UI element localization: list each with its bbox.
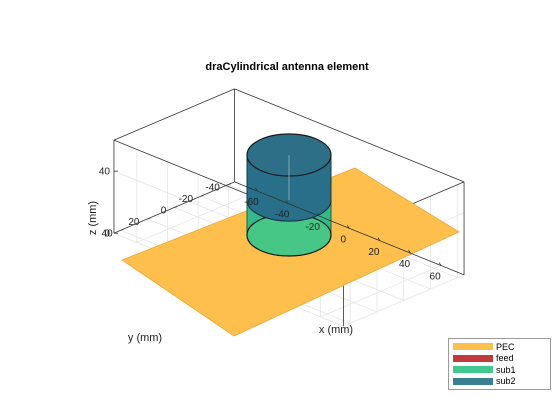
z-axis-label: z (mm) xyxy=(87,201,99,235)
z-tick-label: 0 xyxy=(104,229,110,240)
legend-swatch xyxy=(453,377,493,385)
x-tick-label: 60 xyxy=(430,272,442,283)
x-tick-label: -40 xyxy=(275,210,290,221)
legend-item-sub1: sub1 xyxy=(453,364,546,376)
legend-swatch xyxy=(453,366,493,374)
z-axis-ticks: 040 xyxy=(99,167,118,240)
y-tick-label: 40 xyxy=(102,228,114,239)
legend-label: PEC xyxy=(496,341,515,352)
y-tick-label: -40 xyxy=(205,183,220,194)
y-axis-label: y (mm) xyxy=(128,332,162,344)
legend-swatch xyxy=(453,354,493,362)
x-axis-label: x (mm) xyxy=(319,324,353,336)
x-tick-label: 0 xyxy=(341,234,347,245)
legend-item-pec: PEC xyxy=(453,341,546,353)
z-tick-label: 40 xyxy=(99,167,111,178)
x-tick-label: -60 xyxy=(244,197,259,208)
y-tick-label: 20 xyxy=(128,217,140,228)
legend-label: sub1 xyxy=(496,364,516,375)
y-tick-label: -20 xyxy=(179,194,194,205)
x-tick-label: 20 xyxy=(368,247,380,258)
y-axis-ticks: -40 -20 0 20 40 xyxy=(102,183,231,239)
chart-title: draCylindrical antenna element xyxy=(205,61,369,73)
sub2-cylinder xyxy=(246,133,332,222)
x-tick-label: -20 xyxy=(305,222,320,233)
x-tick-label: 40 xyxy=(399,259,411,270)
legend-label: sub2 xyxy=(496,376,516,387)
x-axis-ticks: -60 -40 -20 0 20 40 60 xyxy=(244,187,442,283)
legend-item-sub2: sub2 xyxy=(453,376,546,388)
legend-item-feed: feed xyxy=(453,353,546,365)
y-tick-label: 0 xyxy=(161,206,167,217)
legend-label: feed xyxy=(496,353,514,364)
legend-swatch xyxy=(453,343,493,351)
legend: PEC feed sub1 sub2 xyxy=(448,338,551,390)
